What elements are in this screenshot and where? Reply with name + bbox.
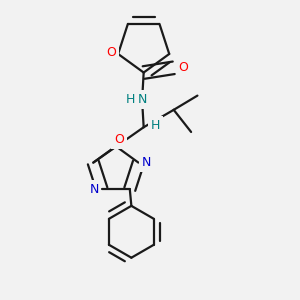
- Text: N: N: [142, 156, 151, 169]
- Text: N: N: [89, 183, 99, 196]
- Text: O: O: [178, 61, 188, 74]
- Text: N: N: [137, 93, 147, 106]
- Text: O: O: [106, 46, 116, 59]
- Text: O: O: [114, 134, 124, 146]
- Text: H: H: [125, 93, 135, 106]
- Text: H: H: [151, 119, 160, 132]
